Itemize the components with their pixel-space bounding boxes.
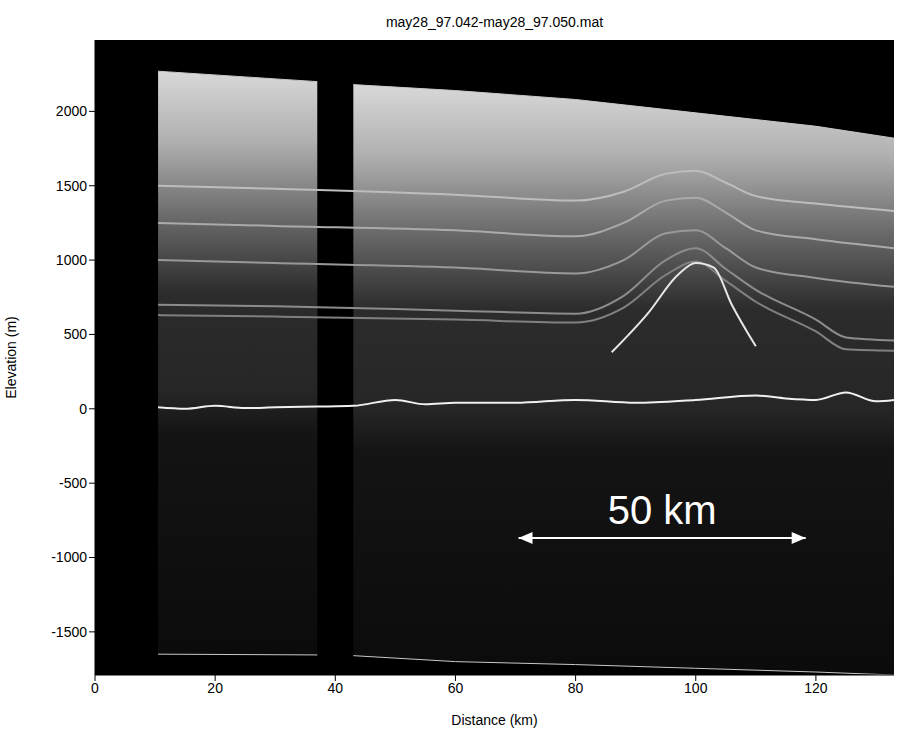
svg-text:50 km: 50 km bbox=[608, 488, 717, 532]
svg-text:-1000: -1000 bbox=[51, 549, 87, 565]
svg-text:-500: -500 bbox=[59, 475, 87, 491]
svg-text:100: 100 bbox=[684, 680, 708, 696]
svg-text:Distance (km): Distance (km) bbox=[451, 712, 537, 728]
svg-text:40: 40 bbox=[328, 680, 344, 696]
svg-text:0: 0 bbox=[91, 680, 99, 696]
svg-text:1000: 1000 bbox=[56, 252, 87, 268]
svg-text:0: 0 bbox=[79, 401, 87, 417]
svg-text:1500: 1500 bbox=[56, 178, 87, 194]
svg-text:-1500: -1500 bbox=[51, 624, 87, 640]
svg-text:80: 80 bbox=[568, 680, 584, 696]
svg-text:Elevation (m): Elevation (m) bbox=[3, 316, 19, 398]
html-text:may28_97.042-may28_97.050.mat: may28_97.042-may28_97.050.mat bbox=[385, 14, 604, 30]
svg-text:500: 500 bbox=[64, 326, 88, 342]
svg-text:20: 20 bbox=[207, 680, 223, 696]
svg-text:120: 120 bbox=[804, 680, 828, 696]
svg-text:60: 60 bbox=[448, 680, 464, 696]
svg-text:2000: 2000 bbox=[56, 103, 87, 119]
